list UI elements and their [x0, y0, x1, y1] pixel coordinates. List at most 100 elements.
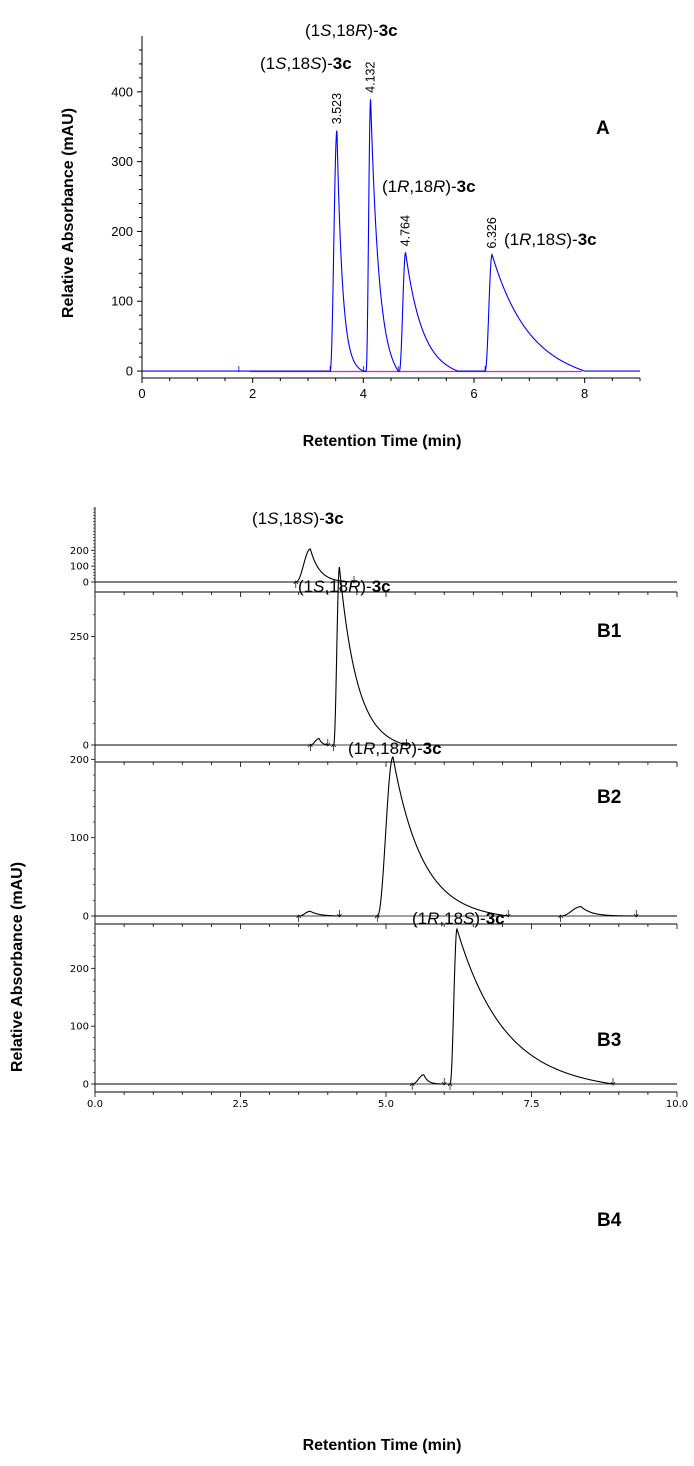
- label-segment: R: [355, 21, 367, 40]
- label-segment: )-: [566, 230, 577, 249]
- y-tick-label: 0: [83, 578, 89, 589]
- label-segment: S: [463, 909, 475, 928]
- y-tick-label: 200: [70, 755, 89, 766]
- x-tick-label: 7.5: [524, 1099, 540, 1110]
- label-segment: S: [313, 577, 325, 596]
- y-tick-label: 400: [111, 84, 133, 99]
- label-segment: (1: [348, 739, 363, 758]
- label-segment: 3c: [457, 177, 476, 196]
- label-segment: 3c: [578, 230, 597, 249]
- x-tick-label: 2: [249, 386, 256, 401]
- panel-b4-marks: (1R,18S)-3c: [409, 909, 616, 1090]
- panel-b3-marks: (1R,18R)-3c: [296, 739, 639, 922]
- peak-compound-label: (1R,18S)-3c: [412, 909, 505, 928]
- panel-b2-marks: (1S,18R)-3c: [298, 577, 409, 751]
- label-segment: 3c: [486, 909, 505, 928]
- label-segment: R: [427, 909, 439, 928]
- panel-b-x-axis-title: Retention Time (min): [303, 1437, 462, 1454]
- y-tick-label: 200: [111, 224, 133, 239]
- integration-start-arrowhead: [331, 743, 336, 748]
- panel-b4-letter: B4: [597, 1210, 622, 1231]
- label-segment: R: [397, 177, 409, 196]
- panel-b-y-axis-title: Relative Absorbance (mAU): [9, 862, 26, 1072]
- y-tick-label: 250: [70, 632, 89, 643]
- label-segment: )-: [313, 509, 324, 528]
- integration-start-arrowhead: [447, 1082, 453, 1087]
- y-tick-label: 0: [83, 1080, 89, 1091]
- label-segment: (1: [298, 577, 313, 596]
- panel-b4-chromatogram-trace: [95, 927, 677, 1085]
- label-segment: S: [275, 54, 287, 73]
- y-tick-label: 0: [83, 741, 89, 752]
- integration-start-arrowhead: [374, 914, 380, 919]
- panel-a-x-ticks: 0 2 4 6 8: [138, 378, 641, 401]
- panel-a-x-axis-title: Retention Time (min): [303, 433, 462, 450]
- integration-end-arrowhead: [441, 1081, 447, 1086]
- y-tick-label: 200: [70, 546, 89, 557]
- peak-compound-label: (1S,18S)-3c: [252, 509, 344, 528]
- label-segment: 3c: [423, 739, 442, 758]
- y-tick-label: 200: [70, 964, 89, 975]
- label-segment: )-: [411, 739, 422, 758]
- label-segment: S: [320, 21, 332, 40]
- label-segment: )-: [474, 909, 485, 928]
- panel-a-y-axis-title: Relative Absorbance (mAU): [60, 108, 77, 318]
- label-segment: R: [519, 230, 531, 249]
- peak-compound-label: (1R,18R)-3c: [382, 177, 476, 196]
- panel-a-chromatogram-trace: [142, 99, 640, 372]
- panel-a-letter: A: [596, 118, 610, 139]
- integration-start-arrowhead: [308, 743, 313, 748]
- peak-compound-label: (1S,18R)-3c: [305, 21, 398, 40]
- panel-b1-marks: (1S,18S)-3c: [252, 509, 357, 588]
- panel-b2-chromatogram-trace: [95, 566, 677, 746]
- label-segment: S: [302, 509, 314, 528]
- integration-end-arrowhead: [325, 742, 331, 747]
- label-segment: )-: [367, 21, 378, 40]
- integration-start-arrowhead: [296, 914, 301, 919]
- label-segment: (1: [252, 509, 267, 528]
- integration-end-arrowhead: [610, 1081, 616, 1086]
- y-tick-label: 100: [70, 1022, 89, 1033]
- integration-end-arrowhead: [351, 579, 357, 584]
- label-segment: (1: [305, 21, 320, 40]
- panel-b3-axes: 0 100 200: [70, 755, 678, 929]
- retention-time-label: 3.523: [330, 93, 344, 124]
- panel-b3-chromatogram-trace: [95, 756, 677, 917]
- integration-end-arrowhead: [337, 913, 342, 918]
- label-segment: S: [555, 230, 567, 249]
- retention-time-label: 4.132: [364, 61, 378, 92]
- label-segment: ,18: [286, 54, 310, 73]
- label-segment: ,18: [439, 909, 463, 928]
- panel-b3-letter: B3: [597, 1030, 621, 1051]
- panel-a-axes: [141, 36, 640, 379]
- integration-end-arrowhead: [633, 913, 639, 918]
- peak-compound-label: (1R,18R)-3c: [348, 739, 442, 758]
- panel-b4: 0 100 200 0.0 2.5 5.0 7.5 10.0 (1R,18S)-3c B4: [70, 909, 688, 1231]
- label-segment: 3c: [325, 509, 344, 528]
- label-segment: S: [310, 54, 322, 73]
- panel-a-peak-labels: 3.523(1S,18S)-3c 4.132(1S,18R)-3c4.764(1R…: [238, 21, 597, 373]
- label-segment: R: [363, 739, 375, 758]
- integration-start-arrowhead: [293, 580, 299, 585]
- retention-time-label: 6.326: [485, 217, 499, 248]
- label-segment: ,18: [278, 509, 302, 528]
- label-segment: R: [433, 177, 445, 196]
- label-segment: (1: [412, 909, 427, 928]
- y-tick-label: 300: [111, 154, 133, 169]
- x-tick-label: 2.5: [233, 1099, 249, 1110]
- panel-b2-letter: B2: [597, 787, 621, 808]
- label-segment: )-: [360, 577, 371, 596]
- label-segment: )-: [445, 177, 456, 196]
- x-tick-label: 8: [581, 386, 588, 401]
- label-segment: S: [267, 509, 279, 528]
- panel-a-y-ticks: 0 100 200 300 400: [111, 49, 142, 379]
- x-tick-label: 10.0: [666, 1099, 688, 1110]
- x-tick-label: 0: [138, 386, 145, 401]
- x-tick-label: 0.0: [87, 1099, 103, 1110]
- y-tick-label: 0: [126, 364, 133, 379]
- x-tick-label: 4: [360, 386, 367, 401]
- label-segment: ,18: [531, 230, 555, 249]
